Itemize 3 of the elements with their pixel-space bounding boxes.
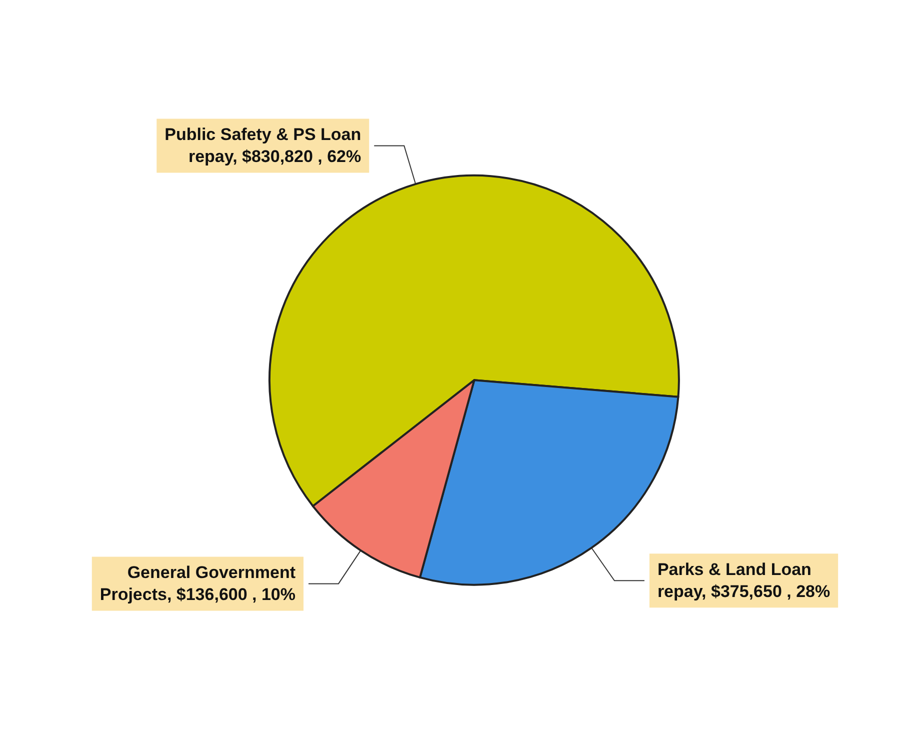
slice-label: Parks & Land Loan repay, $375,650 , 28% bbox=[657, 560, 830, 602]
slice-label: Public Safety & PS Loan repay, $830,820 , 62% bbox=[164, 125, 362, 166]
slice-label: General Government Projects, $136,600 , 10% bbox=[100, 563, 296, 604]
